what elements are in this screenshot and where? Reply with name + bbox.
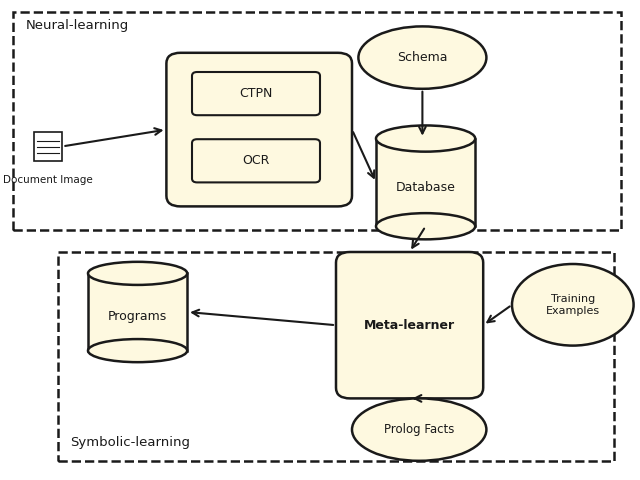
- Polygon shape: [34, 132, 63, 161]
- Text: Neural-learning: Neural-learning: [26, 19, 129, 32]
- Ellipse shape: [376, 213, 476, 240]
- Bar: [58, 252, 614, 461]
- Bar: [376, 139, 476, 226]
- FancyBboxPatch shape: [166, 53, 352, 206]
- Ellipse shape: [358, 26, 486, 89]
- FancyBboxPatch shape: [192, 139, 320, 182]
- Text: CTPN: CTPN: [239, 87, 273, 100]
- Text: Database: Database: [396, 180, 456, 194]
- Ellipse shape: [88, 262, 188, 285]
- Text: Document Image: Document Image: [3, 175, 93, 185]
- Text: Programs: Programs: [108, 310, 167, 324]
- Ellipse shape: [352, 398, 486, 461]
- Text: Prolog Facts: Prolog Facts: [384, 423, 454, 436]
- FancyBboxPatch shape: [336, 252, 483, 398]
- Ellipse shape: [88, 339, 188, 362]
- Text: Meta-learner: Meta-learner: [364, 319, 455, 332]
- Text: Symbolic-learning: Symbolic-learning: [70, 436, 191, 449]
- FancyBboxPatch shape: [192, 72, 320, 115]
- Ellipse shape: [512, 264, 634, 346]
- Bar: [88, 274, 187, 350]
- Text: Schema: Schema: [397, 51, 447, 64]
- Text: Training
Examples: Training Examples: [546, 294, 600, 316]
- Text: OCR: OCR: [243, 154, 269, 168]
- Bar: [13, 12, 621, 230]
- Ellipse shape: [376, 125, 476, 152]
